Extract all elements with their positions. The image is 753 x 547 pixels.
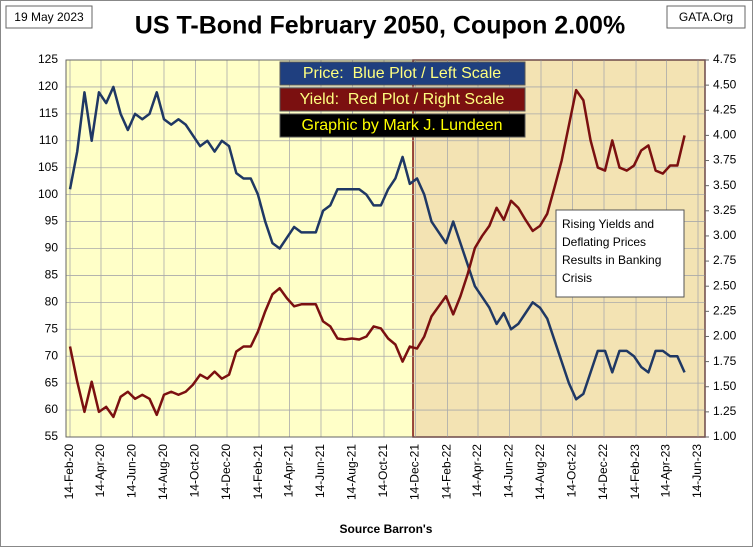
y-tick-label: 105: [38, 160, 58, 174]
x-tick-label: 14-Aug-22: [533, 444, 547, 500]
y2-tick-label: 1.00: [713, 429, 737, 443]
x-tick-label: 14-Apr-22: [470, 444, 484, 498]
y-tick-label: 60: [45, 402, 59, 416]
y2-tick-label: 4.25: [713, 102, 737, 116]
x-tick-label: 14-Jun-21: [313, 444, 327, 498]
y-tick-label: 80: [45, 295, 59, 309]
y-tick-label: 95: [45, 214, 59, 228]
y2-tick-label: 4.50: [713, 77, 737, 91]
annotation-box: [555, 209, 685, 298]
annotation-line: Results in Banking: [562, 253, 661, 267]
annotation-line: Rising Yields and: [562, 217, 654, 231]
legend-box: [279, 61, 526, 86]
x-tick-label: 14-Oct-20: [188, 444, 202, 498]
source-box: [666, 5, 746, 29]
x-tick-label: 14-Jun-22: [502, 444, 516, 498]
y2-tick-label: 2.75: [713, 253, 737, 267]
x-axis-label: Source Barron's: [340, 522, 433, 536]
y-tick-label: 125: [38, 52, 58, 66]
series-line: [68, 88, 686, 419]
y-tick-label: 75: [45, 321, 59, 335]
y-tick-label: 85: [45, 268, 59, 282]
x-tick-label: 14-Apr-23: [659, 444, 673, 498]
x-tick-label: 14-Oct-21: [376, 444, 390, 498]
series-line: [68, 85, 686, 401]
annotation-line: Crisis: [562, 271, 592, 285]
x-tick-label: 14-Jun-20: [125, 444, 139, 498]
y2-tick-label: 3.50: [713, 178, 737, 192]
y-tick-label: 65: [45, 375, 59, 389]
x-tick-label: 14-Feb-20: [62, 444, 76, 500]
plot-border: [65, 59, 706, 438]
legend-box: [279, 87, 526, 112]
date-box: [5, 5, 93, 29]
y2-tick-label: 1.25: [713, 404, 737, 418]
x-tick-label: 14-Dec-22: [596, 444, 610, 500]
y2-tick-label: 3.25: [713, 203, 737, 217]
y2-tick-label: 2.25: [713, 304, 737, 318]
x-tick-label: 14-Apr-20: [93, 444, 107, 498]
y2-tick-label: 2.00: [713, 329, 737, 343]
y2-tick-label: 2.50: [713, 278, 737, 292]
credit-box: [279, 113, 526, 138]
x-tick-label: 14-Aug-21: [345, 444, 359, 500]
chart-title: US T-Bond February 2050, Coupon 2.00%: [135, 12, 625, 40]
y2-tick-label: 3.00: [713, 228, 737, 242]
date-stamp: 19 May 2023: [14, 10, 84, 24]
y-tick-label: 90: [45, 241, 59, 255]
y2-tick-label: 4.00: [713, 128, 737, 142]
annotation-line: Deflating Prices: [562, 235, 646, 249]
y-tick-label: 120: [38, 79, 58, 93]
x-tick-label: 14-Dec-20: [219, 444, 233, 500]
x-tick-label: 14-Feb-21: [251, 444, 265, 500]
credit-text: Graphic by Mark J. Lundeen: [302, 117, 503, 134]
x-tick-label: 14-Apr-21: [282, 444, 296, 498]
source-label: GATA.Org: [679, 10, 733, 24]
x-tick-label: 14-Feb-22: [440, 444, 454, 500]
legend-text: Yield: Red Plot / Right Scale: [300, 91, 505, 108]
legend-text: Price: Blue Plot / Left Scale: [303, 65, 501, 82]
x-tick-label: 14-Aug-20: [156, 444, 170, 500]
x-tick-label: 14-Jun-23: [690, 444, 704, 498]
y-tick-label: 110: [39, 133, 58, 147]
x-tick-label: 14-Dec-21: [408, 444, 422, 500]
y-tick-label: 55: [45, 429, 59, 443]
y2-tick-label: 3.75: [713, 153, 737, 167]
x-tick-label: 14-Feb-23: [628, 444, 642, 500]
y-tick-label: 115: [39, 106, 58, 120]
y2-tick-label: 1.50: [713, 379, 737, 393]
y2-tick-label: 4.75: [713, 52, 737, 66]
y-tick-label: 70: [45, 348, 59, 362]
x-tick-label: 14-Oct-22: [565, 444, 579, 498]
y2-tick-label: 1.75: [713, 354, 737, 368]
y-tick-label: 100: [38, 187, 58, 201]
